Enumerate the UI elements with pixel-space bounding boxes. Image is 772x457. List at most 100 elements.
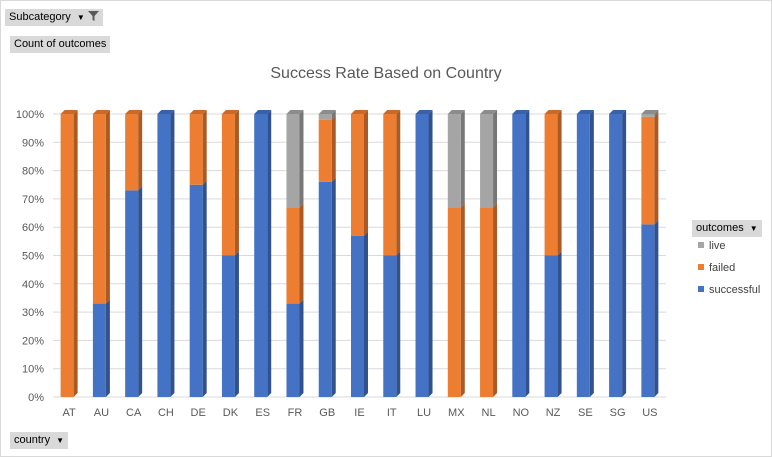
y-tick-label: 0% <box>28 392 44 404</box>
legend-swatch-live <box>698 242 704 248</box>
y-tick-label: 70% <box>22 194 44 206</box>
bar-segment-successful <box>351 235 364 397</box>
bar-segment-successful <box>512 114 526 397</box>
values-field-label: Count of outcomes <box>14 38 107 50</box>
x-tick-label: FR <box>288 407 303 419</box>
bar-side <box>557 110 562 256</box>
bar-segment-failed <box>189 114 203 185</box>
bar-segment-successful <box>576 114 590 397</box>
bar-segment-failed <box>351 114 364 236</box>
x-tick-label: LU <box>417 407 431 419</box>
bar-top <box>447 110 465 114</box>
bar-top <box>125 110 143 114</box>
x-tick-label: AT <box>63 407 77 419</box>
bar-top <box>544 110 562 114</box>
bar-segment-successful <box>286 303 300 397</box>
bar-top <box>221 110 239 114</box>
bar-segment-live <box>480 114 494 208</box>
bar-top <box>92 110 110 114</box>
x-tick-label: CH <box>158 407 174 419</box>
legend-item-successful: successful <box>698 284 760 296</box>
x-tick-label: DE <box>191 407 206 419</box>
bar-side <box>396 251 401 397</box>
bar-top <box>60 110 78 114</box>
subcategory-filter-button[interactable]: Subcategory ▼ <box>5 9 103 26</box>
x-tick-label: NZ <box>546 407 561 419</box>
y-tick-label: 20% <box>22 335 44 347</box>
chart-title: Success Rate Based on Country <box>270 65 502 82</box>
bar-side <box>202 180 207 397</box>
bar-segment-failed <box>318 119 332 182</box>
bar-side <box>654 110 659 117</box>
bar-segment-failed <box>92 114 106 304</box>
bar-side <box>299 110 304 208</box>
x-tick-label: DK <box>223 407 239 419</box>
legend: outcomes ▼ live failed successful <box>692 218 764 296</box>
bar-segment-failed <box>125 114 139 191</box>
legend-label-failed: failed <box>709 262 736 274</box>
bar-segment-successful <box>157 114 171 397</box>
x-tick-label: ES <box>255 407 270 419</box>
subcategory-filter-label: Subcategory <box>9 11 71 23</box>
bar-segment-successful <box>415 114 429 397</box>
bar-segment-failed <box>221 114 235 256</box>
bar-side <box>364 110 368 236</box>
legend-item-failed: failed <box>698 262 735 274</box>
bar-top <box>157 110 175 114</box>
bar-segment-failed <box>544 114 558 256</box>
bar-side <box>299 299 304 397</box>
filter-icon <box>87 11 99 21</box>
bar-segment-successful <box>544 255 558 397</box>
bar-top <box>512 110 530 114</box>
values-field-button[interactable]: Count of outcomes <box>10 36 111 53</box>
x-tick-label: SG <box>610 407 626 419</box>
y-tick-label: 80% <box>22 166 44 178</box>
bar-side <box>331 177 336 397</box>
bar-side <box>299 203 304 304</box>
bar-top <box>189 110 207 114</box>
bar-top <box>254 110 272 114</box>
bar-side <box>622 110 627 397</box>
outcomes-field-label: outcomes <box>696 222 744 234</box>
y-tick-label: 10% <box>22 364 44 376</box>
dropdown-arrow-icon: ▼ <box>56 436 65 445</box>
bar-top <box>415 110 433 114</box>
country-field-button[interactable]: country ▼ <box>10 432 69 449</box>
bar-side <box>331 115 336 182</box>
bar-side <box>493 203 498 397</box>
y-tick-label: 50% <box>22 251 44 263</box>
bar-top <box>576 110 594 114</box>
outcomes-field-button[interactable]: outcomes ▼ <box>692 220 762 237</box>
y-tick-label: 90% <box>22 137 44 149</box>
bar-side <box>234 110 239 256</box>
legend-swatch-failed <box>698 264 704 270</box>
dropdown-arrow-icon: ▼ <box>749 224 758 233</box>
bar-segment-failed <box>447 207 461 397</box>
bar-side <box>202 110 207 185</box>
bar-segment-successful <box>125 190 139 397</box>
bar-segment-live <box>286 114 300 208</box>
country-field-label: country <box>14 434 51 446</box>
bar-side <box>105 299 110 397</box>
bar-segment-successful <box>92 303 106 397</box>
bar-side <box>654 112 659 225</box>
x-tick-label: NL <box>482 407 496 419</box>
bar-side <box>460 203 465 397</box>
x-tick-label: US <box>642 407 657 419</box>
bar-side <box>105 110 110 304</box>
bar-segment-live <box>641 114 655 117</box>
legend-label-live: live <box>709 240 726 252</box>
bar-segment-successful <box>318 181 332 397</box>
bar-side <box>493 110 498 208</box>
x-tick-label: MX <box>448 407 465 419</box>
bar-segment-successful <box>189 184 203 397</box>
bar-segment-failed <box>286 207 300 304</box>
bar-side <box>170 110 175 397</box>
x-tick-label: CA <box>126 407 142 419</box>
bar-side <box>331 110 336 120</box>
bar-segment-failed <box>383 114 397 256</box>
bar-top <box>318 110 336 114</box>
bar-segment-successful <box>383 255 397 397</box>
legend-swatch-successful <box>698 286 704 292</box>
